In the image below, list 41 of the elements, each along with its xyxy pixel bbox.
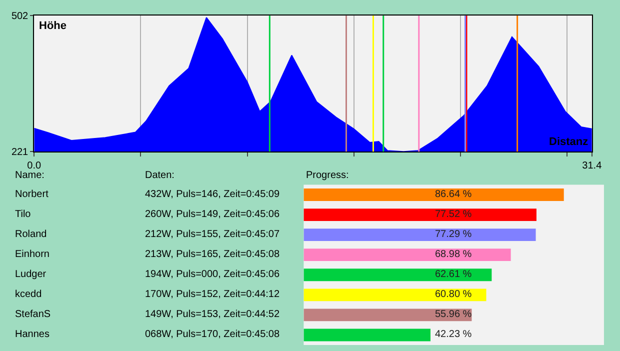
bar <box>304 248 511 262</box>
text: 212W, Puls=155, Zeit=0:45:07 <box>145 229 280 240</box>
text: 068W, Puls=170, Zeit=0:45:08 <box>145 329 280 340</box>
y-tick-label: Roland <box>15 229 47 240</box>
text: 432W, Puls=146, Zeit=0:45:09 <box>145 189 280 200</box>
x-tick-label: 31.4 <box>582 160 602 172</box>
bar <box>304 268 492 282</box>
y-tick-label: StefanS <box>15 309 51 320</box>
chart-title: Höhe <box>39 20 66 32</box>
text: 213W, Puls=165, Zeit=0:45:08 <box>145 249 280 260</box>
data-label: 68.98 % <box>435 249 472 260</box>
y-tick-label: kcedd <box>15 289 42 300</box>
y-tick-label: Tilo <box>15 209 32 220</box>
data-label: 62.61 % <box>435 269 472 280</box>
text: 260W, Puls=149, Zeit=0:45:06 <box>145 209 280 220</box>
text: 194W, Puls=000, Zeit=0:45:06 <box>145 269 280 280</box>
bar <box>304 208 536 221</box>
data-label: 60.80 % <box>435 289 472 300</box>
bar <box>304 328 430 342</box>
data-label: 42.23 % <box>435 329 472 340</box>
text: 170W, Puls=152, Zeit=0:44:12 <box>145 289 280 300</box>
data-label: 77.29 % <box>435 229 472 240</box>
y-tick-label: 221 <box>11 147 29 158</box>
y-tick-label: 502 <box>11 11 29 22</box>
data-label: 77.52 % <box>435 209 472 220</box>
y-tick-label: Einhorn <box>15 249 50 260</box>
bar <box>304 288 486 302</box>
bar <box>304 228 536 242</box>
y-axis-title: Name: <box>15 170 44 181</box>
data-label: 86.64 % <box>435 189 472 200</box>
bar <box>304 308 472 322</box>
x-axis-title: Distanz <box>549 136 589 148</box>
x-axis-title: Progress: <box>306 170 349 181</box>
x-tick-label: 0.0 <box>27 160 42 172</box>
bar <box>304 188 564 201</box>
text: Daten: <box>145 170 174 181</box>
data-label: 55.96 % <box>435 309 472 320</box>
text: 149W, Puls=153, Zeit=0:44:52 <box>145 309 280 320</box>
y-tick-label: Ludger <box>15 269 47 280</box>
y-tick-label: Hannes <box>15 329 50 340</box>
y-tick-label: Norbert <box>15 189 49 200</box>
